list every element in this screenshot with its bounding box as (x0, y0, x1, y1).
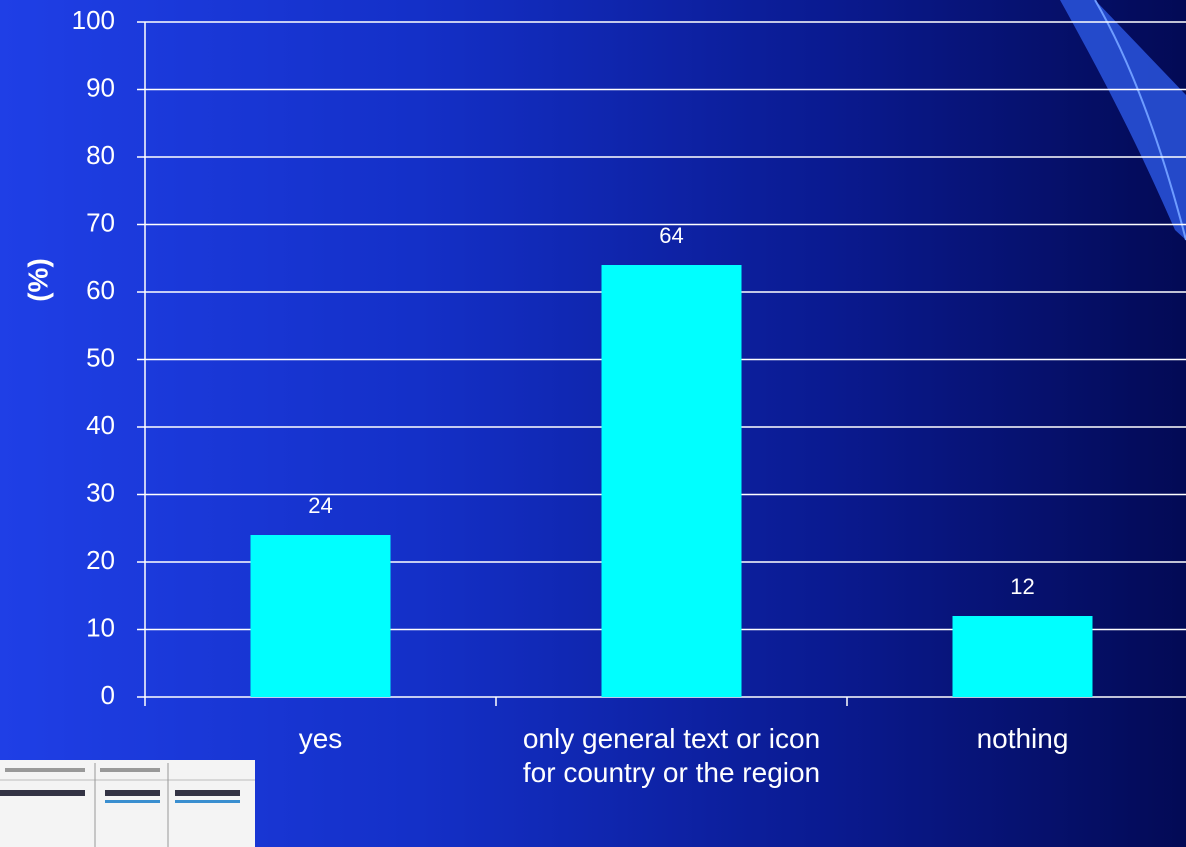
y-tick-label: 50 (86, 342, 115, 372)
y-tick-label: 80 (86, 140, 115, 170)
decoration-swoosh-edge (1094, 0, 1186, 241)
y-tick-label: 0 (101, 680, 115, 710)
bar (250, 535, 391, 697)
x-tick-label: yes (298, 723, 343, 754)
y-axis-label: (%) (22, 258, 53, 302)
y-tick-label: 100 (72, 5, 115, 35)
y-tick-label: 90 (86, 72, 115, 102)
y-tick-label: 20 (86, 545, 115, 575)
value-label: 64 (659, 223, 683, 248)
value-label: 12 (1010, 574, 1034, 599)
y-tick-label: 60 (86, 275, 115, 305)
x-tick-label: nothing (976, 723, 1069, 754)
value-label: 24 (308, 493, 332, 518)
y-tick-label: 10 (86, 612, 115, 642)
y-tick-label: 40 (86, 410, 115, 440)
bar (952, 616, 1093, 697)
y-tick-label: 70 (86, 207, 115, 237)
bar (601, 265, 742, 697)
decoration-swoosh (1060, 0, 1186, 240)
inset-screenshot (0, 760, 255, 847)
y-tick-label: 30 (86, 477, 115, 507)
x-tick-label: only general text or icon for country or… (522, 723, 821, 788)
